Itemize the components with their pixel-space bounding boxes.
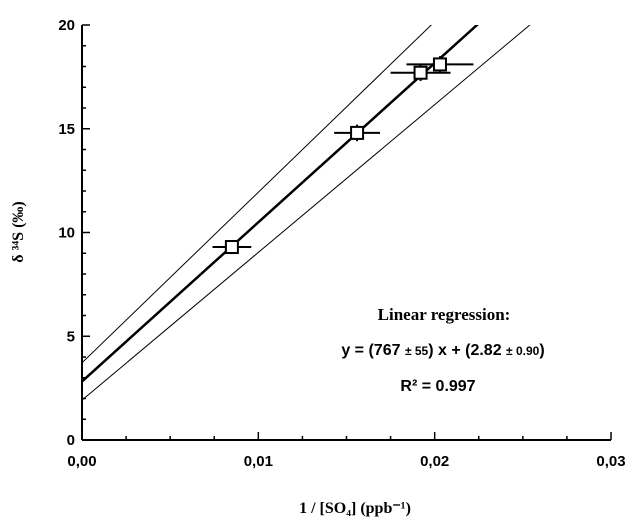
square-marker [224, 240, 239, 255]
x-axis-label: 1 / [SO₄] (ppb⁻¹) [299, 500, 411, 517]
y-tick-label: 5 [67, 328, 75, 345]
regression-annotation: Linear regression: y = (767 ± 55) x + (2… [341, 305, 544, 395]
x-tick-label: 0,03 [596, 453, 625, 470]
annotation-title: Linear regression: [378, 305, 511, 324]
axes [81, 24, 612, 441]
annotation-equation: y = (767 ± 55) x + (2.82 ± 0.90) [341, 342, 544, 359]
y-tick-label: 0 [67, 432, 75, 449]
confidence-line [82, 25, 531, 401]
x-tick-label: 0,02 [420, 453, 449, 470]
tick-labels: 0 5 10 15 20 0,00 0,01 0,02 0,03 [58, 17, 625, 470]
regression-lines [82, 25, 531, 401]
x-tick-label: 0,01 [244, 453, 273, 470]
data-point [212, 240, 252, 255]
data-point [406, 56, 474, 73]
x-tick-label: 0,00 [67, 453, 96, 470]
y-tick-label: 10 [58, 225, 75, 242]
y-tick-label: 15 [58, 121, 75, 138]
data-point [334, 124, 381, 142]
y-axis-label: δ ³⁴S (‰) [10, 201, 27, 262]
regression-line [82, 25, 479, 383]
y-tick-label: 20 [58, 17, 75, 34]
confidence-line [82, 25, 432, 364]
data-point [390, 64, 451, 82]
square-marker [432, 57, 447, 72]
square-marker [350, 125, 365, 140]
data-points [212, 56, 474, 255]
square-marker [413, 65, 428, 80]
annotation-r-squared: R² = 0.997 [400, 378, 475, 395]
